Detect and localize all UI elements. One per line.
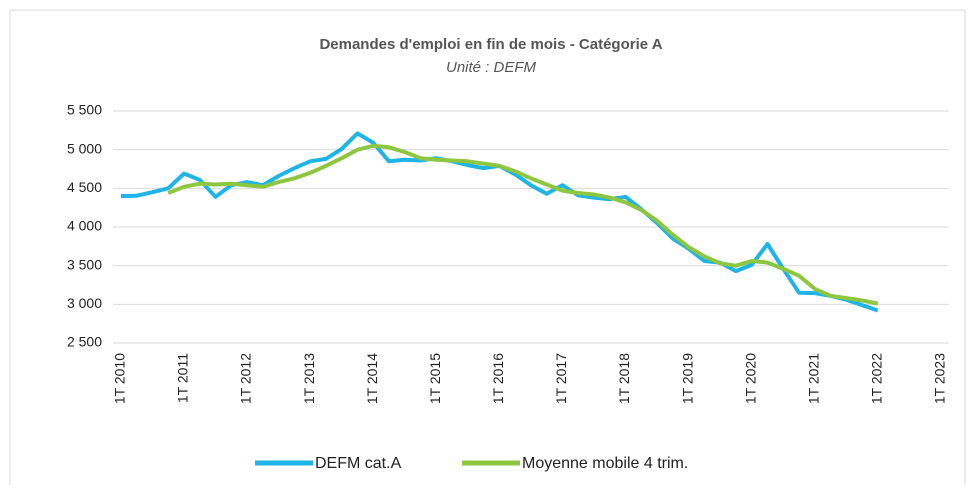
y-tick-label: 4 500	[67, 179, 102, 195]
x-tick-label: 1T 2022	[869, 353, 885, 404]
line-series	[167, 143, 879, 306]
chart-subtitle: Unité : DEFM	[446, 59, 537, 76]
chart-frame	[9, 9, 966, 490]
y-tick-label: 4 000	[67, 218, 102, 234]
y-tick-label: 5 500	[67, 102, 102, 118]
x-tick-label: 1T 2019	[679, 353, 695, 404]
x-tick-label: 1T 2020	[742, 353, 758, 404]
x-tick-label: 1T 2018	[616, 353, 632, 404]
x-tick-label: 1T 2012	[238, 353, 254, 404]
legend-label: Moyenne mobile 4 trim.	[522, 455, 688, 472]
legend-label: DEFM cat.A	[315, 455, 402, 472]
x-tick-label: 1T 2010	[112, 353, 128, 404]
chart-title: Demandes d'emploi en fin de mois - Catég…	[319, 36, 662, 53]
x-tick-label: 1T 2021	[805, 353, 821, 404]
x-tick-label: 1T 2011	[175, 353, 191, 403]
y-tick-label: 3 500	[67, 256, 102, 272]
y-tick-label: 3 000	[67, 295, 102, 311]
y-tick-label: 5 000	[67, 140, 102, 156]
y-tick-label: 2 500	[67, 334, 102, 350]
x-tick-label: 1T 2017	[553, 353, 569, 404]
x-tick-label: 1T 2013	[301, 353, 317, 404]
x-tick-label: 1T 2023	[932, 353, 948, 404]
x-tick-label: 1T 2014	[364, 353, 380, 404]
x-tick-label: 1T 2016	[490, 353, 506, 404]
x-tick-label: 1T 2015	[427, 353, 443, 404]
